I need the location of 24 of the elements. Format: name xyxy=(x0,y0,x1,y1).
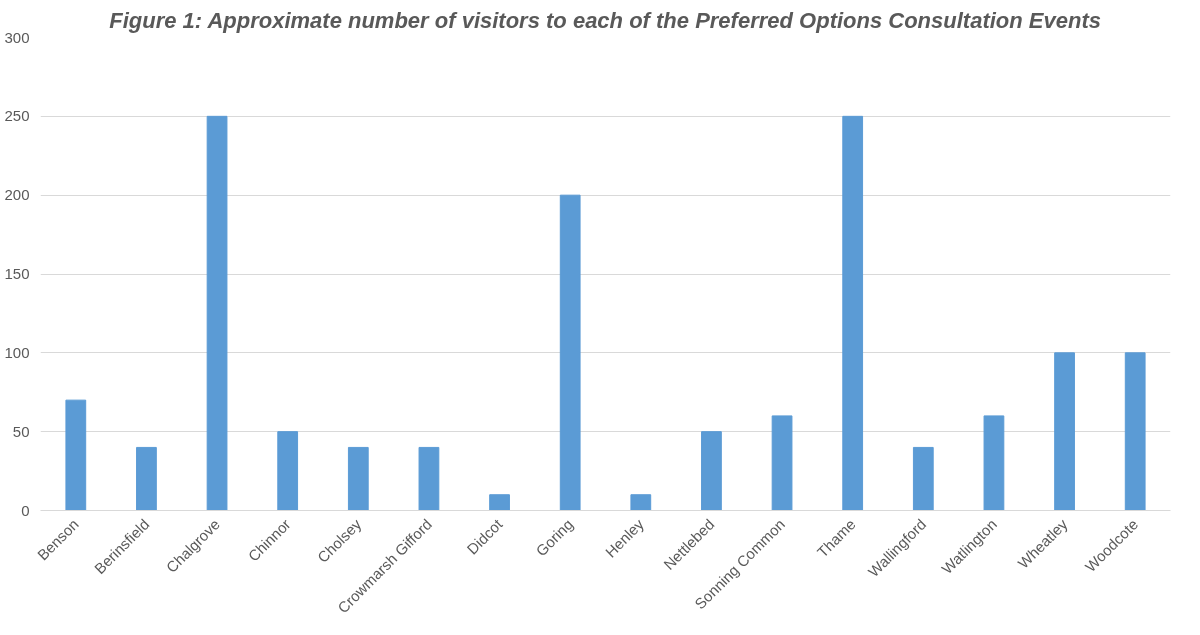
bar xyxy=(771,415,793,511)
bar xyxy=(1054,352,1075,511)
bar xyxy=(489,494,510,511)
bar xyxy=(418,446,440,511)
bar xyxy=(65,399,87,511)
bar xyxy=(559,194,581,511)
chart-title: Figure 1: Approximate number of visitors to each of the Preferred Options Consultation Events xyxy=(109,7,1101,33)
y-tick-label: 200 xyxy=(4,186,30,204)
bar xyxy=(912,446,934,511)
bar xyxy=(842,115,864,511)
bar xyxy=(277,431,299,511)
bar xyxy=(630,494,652,511)
y-tick-label: 100 xyxy=(4,343,30,361)
y-tick-label: 250 xyxy=(4,107,30,125)
y-tick-label: 0 xyxy=(21,501,30,519)
bar xyxy=(347,446,369,511)
bar xyxy=(136,446,157,511)
bar xyxy=(1124,352,1146,511)
bar xyxy=(206,115,228,511)
bar xyxy=(983,415,1005,511)
bar xyxy=(701,431,722,511)
y-tick-label: 300 xyxy=(4,28,30,46)
y-tick-label: 150 xyxy=(4,265,30,282)
y-tick-label: 50 xyxy=(12,422,30,440)
